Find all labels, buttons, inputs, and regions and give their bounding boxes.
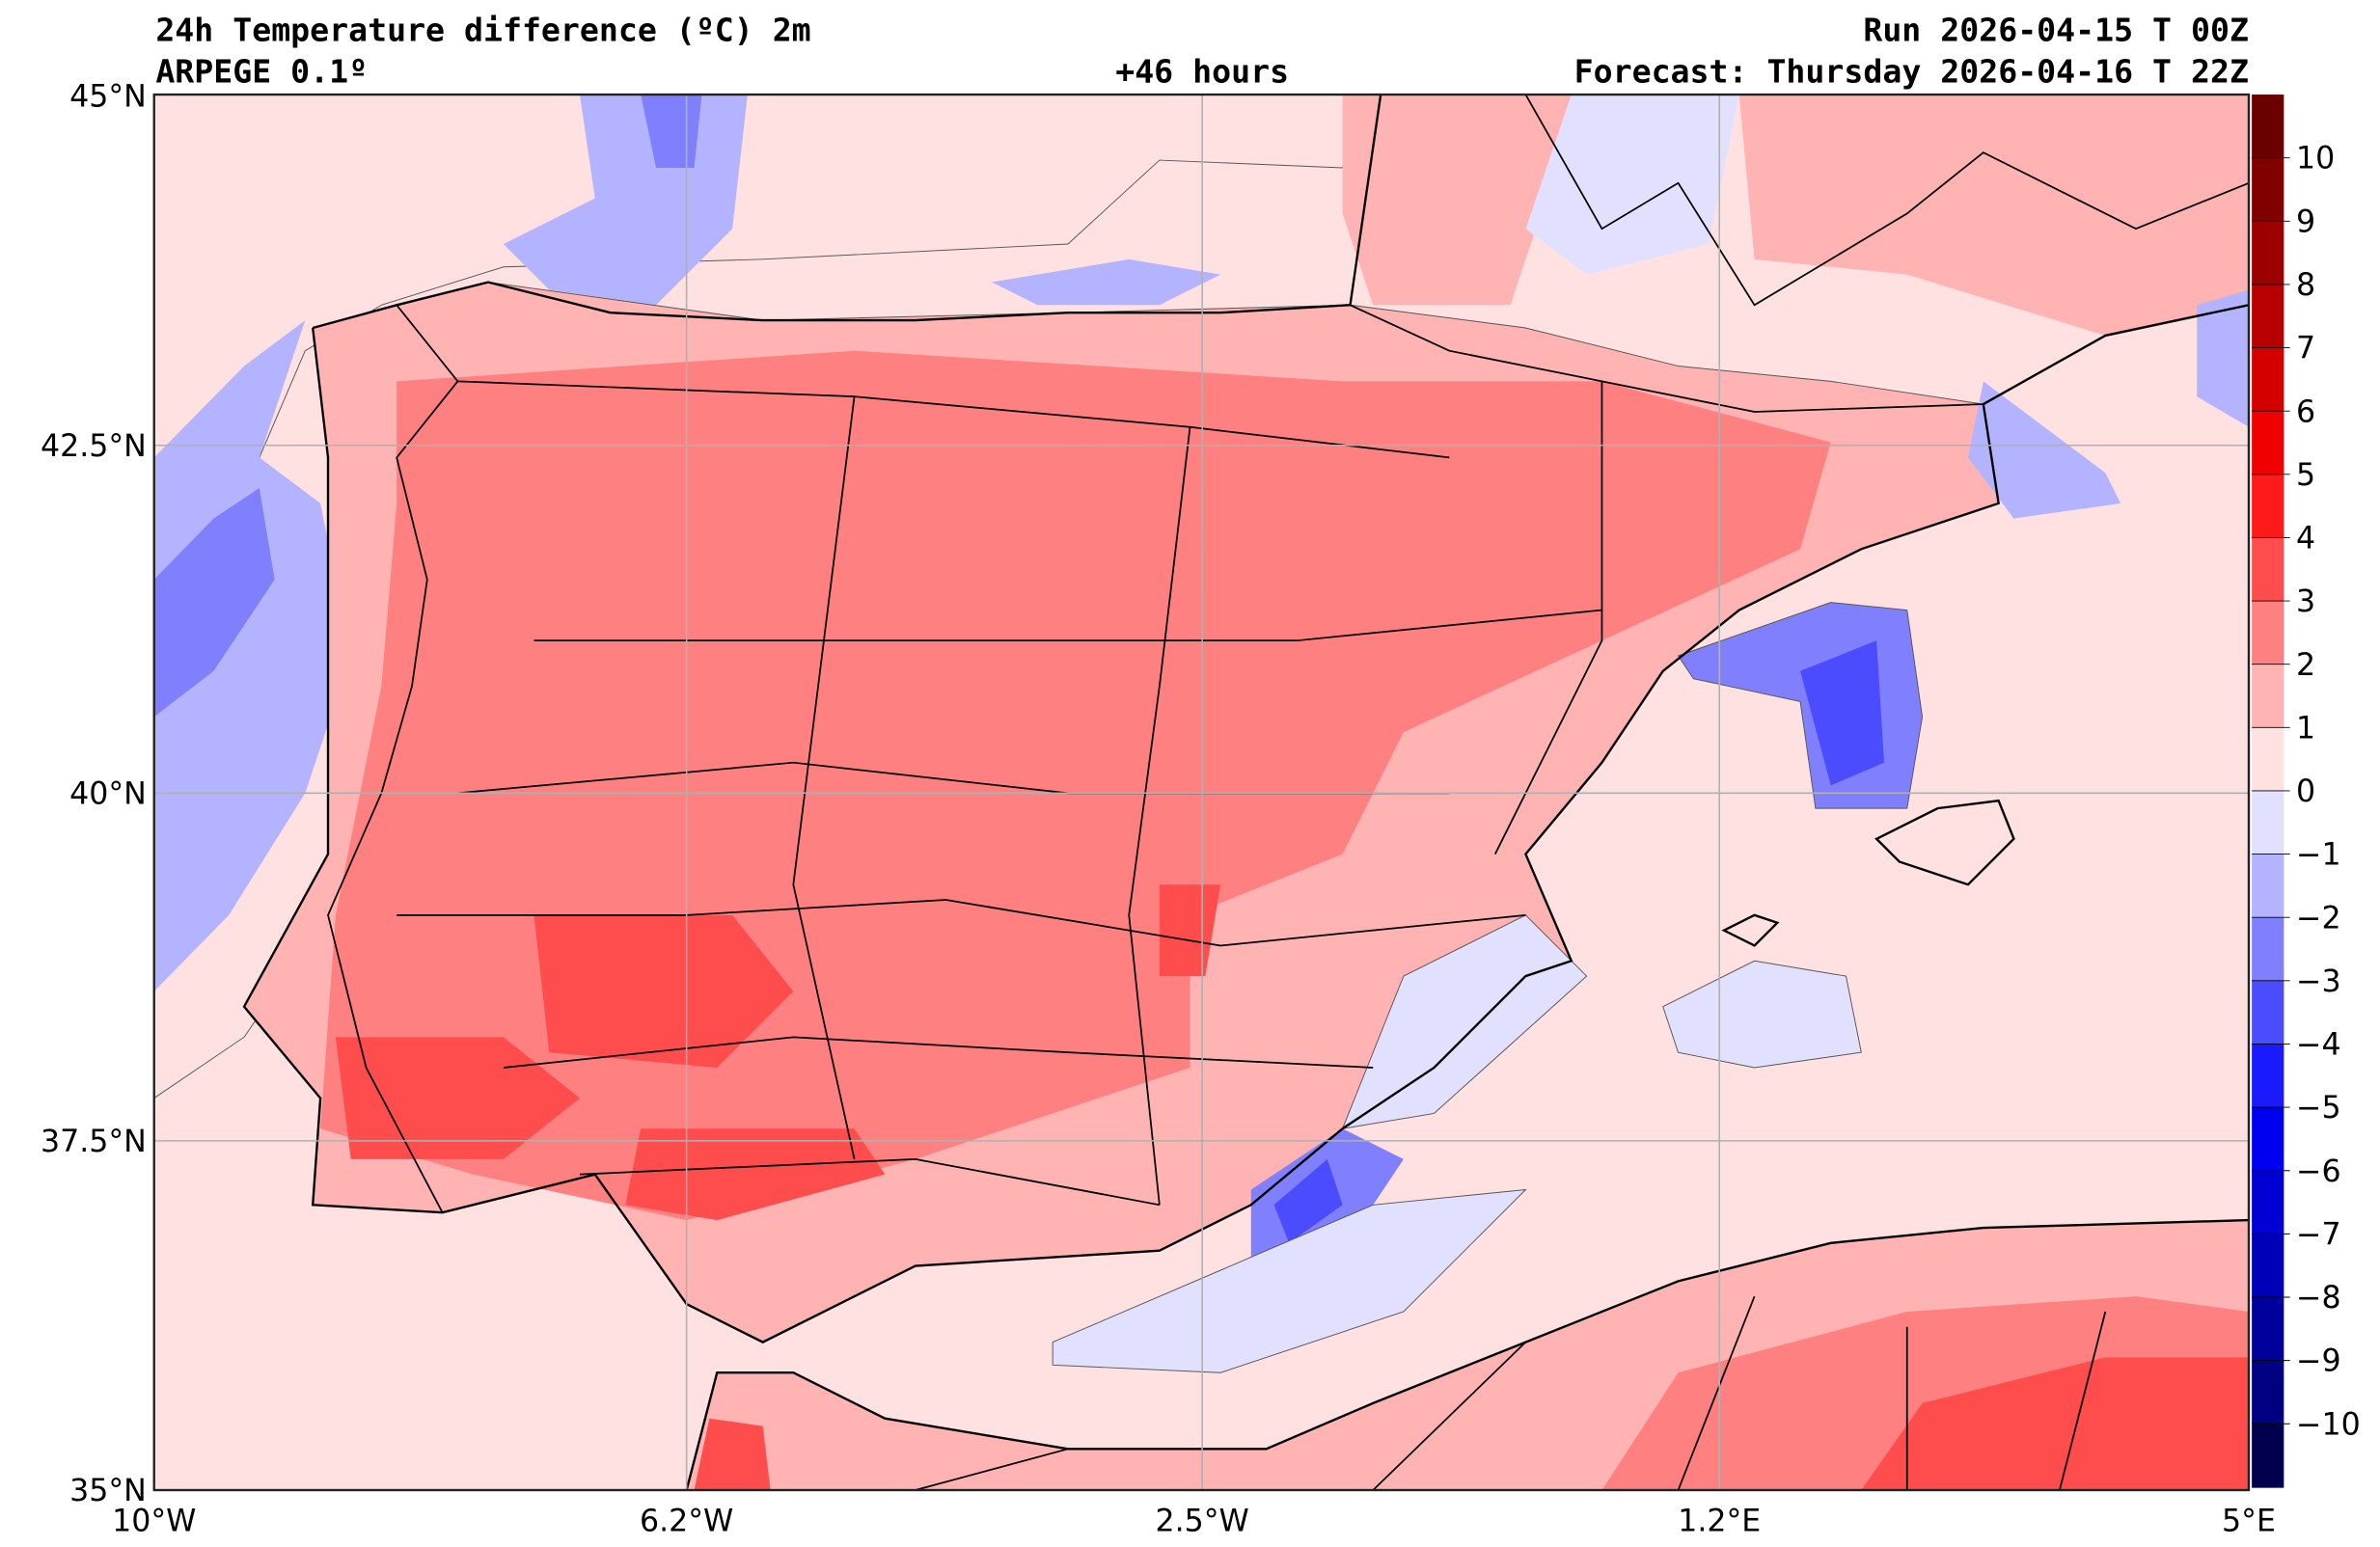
colorbar-bin (2252, 284, 2284, 349)
colorbar-label: 8 (2296, 268, 2315, 303)
lat-label: 40°N (69, 776, 147, 811)
morocco-hot (694, 1418, 771, 1491)
alps-warm (1738, 95, 2249, 336)
colorbar-bin (2252, 854, 2284, 918)
colorbar-bin (2252, 411, 2284, 475)
colorbar-bin (2252, 95, 2284, 159)
africa-borders (915, 1295, 2107, 1491)
colorbar-label: −3 (2296, 964, 2341, 999)
lon-label: 10°W (112, 1505, 196, 1539)
atlantic-blue-core (153, 488, 275, 718)
colorbar-label: −8 (2296, 1281, 2341, 1316)
murcia-coast-cool (1341, 914, 1588, 1129)
colorbar-bin (2252, 1360, 2284, 1425)
lon-label: 6.2°W (640, 1505, 733, 1539)
iberia-coastline (242, 304, 2249, 1343)
la-mancha-hot-spot (1159, 884, 1221, 977)
portugal-border (327, 304, 459, 1213)
lon-label: 2.5°W (1155, 1505, 1248, 1539)
colorbar-bin (2252, 221, 2284, 285)
colorbar-bin (2252, 980, 2284, 1045)
region-borders (397, 380, 1603, 1207)
colorbar-bin (2252, 917, 2284, 982)
map-title: 24h Temperature difference (ºC) 2m (155, 12, 810, 49)
biscay-blue-patch (991, 258, 1221, 306)
colorbar-bin (2252, 601, 2284, 665)
lon-label: 1.2°E (1678, 1505, 1761, 1539)
colorbar-label: −4 (2296, 1028, 2341, 1063)
colorbar-bin (2252, 1234, 2284, 1298)
colorbar-label: −5 (2296, 1091, 2341, 1126)
forecast-time: Forecast: Thursday 2026-04-16 T 22Z (1574, 52, 2249, 90)
gridlines (153, 95, 2249, 1491)
ligurian-blue (2197, 289, 2249, 427)
colorbar-label: 0 (2296, 774, 2315, 809)
lat-label: 35°N (69, 1474, 147, 1508)
colorbar-label: −9 (2296, 1344, 2341, 1379)
alboran-deep-blue (1273, 1158, 1343, 1243)
colorbar-bin (2252, 157, 2284, 223)
lat-label: 42.5°N (41, 429, 147, 464)
france-warm (1342, 95, 1572, 306)
lat-label: 37.5°N (41, 1125, 147, 1159)
north-coastline (312, 95, 1382, 330)
colorbar-label: 9 (2296, 204, 2315, 239)
colorbar-bin (2252, 347, 2284, 412)
colorbar-bin (2252, 1107, 2284, 1172)
extremadura-hot-spot (533, 914, 794, 1068)
africa-coastline (685, 1218, 2249, 1491)
colorbar-bin (2252, 1424, 2284, 1488)
andalusia-hot-spot (335, 1037, 580, 1159)
mallorca (1874, 799, 2015, 886)
algerian-sea-cool (1662, 960, 1862, 1069)
colorbar-label: 3 (2296, 584, 2315, 619)
colorbar-bin (2252, 1296, 2284, 1362)
colorbar-label: −1 (2296, 838, 2341, 873)
lion-gulf-blue (1968, 381, 2121, 519)
colorbar-label: −2 (2296, 901, 2341, 936)
map-field (153, 95, 2249, 1491)
alboran-cool (1052, 1188, 1527, 1373)
colorbar-bin (2252, 664, 2284, 729)
colorbar-label: 10 (2296, 142, 2335, 176)
lat-label: 45°N (69, 80, 147, 115)
europe-borders (1524, 95, 2249, 307)
plot-frame (152, 93, 2251, 1492)
lead-time: +46 hours (1115, 52, 1289, 90)
colorbar-bin (2252, 537, 2284, 602)
run-time: Run 2026-04-15 T 00Z (1863, 12, 2249, 49)
atlantic-blue-area (153, 320, 351, 991)
colorbar-label: 7 (2296, 332, 2315, 366)
colorbar-label: 5 (2296, 458, 2315, 493)
france-cool (1525, 95, 1739, 275)
balearic-sea-deep-blue (1800, 640, 1885, 786)
colorbar-label: 2 (2296, 648, 2315, 683)
algeria-hot (1861, 1357, 2249, 1491)
colorbar-label: −10 (2296, 1407, 2361, 1442)
latitude-labels: 45°N 42.5°N 40°N 37.5°N 35°N (41, 80, 147, 1508)
lon-label: 5°E (2222, 1505, 2276, 1539)
colorbar-bin (2252, 790, 2284, 855)
colorbar-bin (2252, 474, 2284, 539)
colorbar-label: −6 (2296, 1154, 2341, 1189)
colorbar-label: 1 (2296, 711, 2315, 746)
colorbar-bin (2252, 1044, 2284, 1108)
colorbar-label: −7 (2296, 1217, 2341, 1252)
colorbar-label: 4 (2296, 522, 2315, 556)
colorbar-bin (2252, 727, 2284, 792)
longitude-labels: 10°W 6.2°W 2.5°W 1.2°E 5°E (112, 1505, 2276, 1539)
ibiza (1721, 913, 1780, 947)
guadalquivir-hot-spot (625, 1128, 886, 1221)
model-label: ARPEGE 0.1º (155, 52, 368, 90)
colorbar-bin (2252, 1170, 2284, 1235)
colorbar-label: 6 (2296, 394, 2315, 429)
